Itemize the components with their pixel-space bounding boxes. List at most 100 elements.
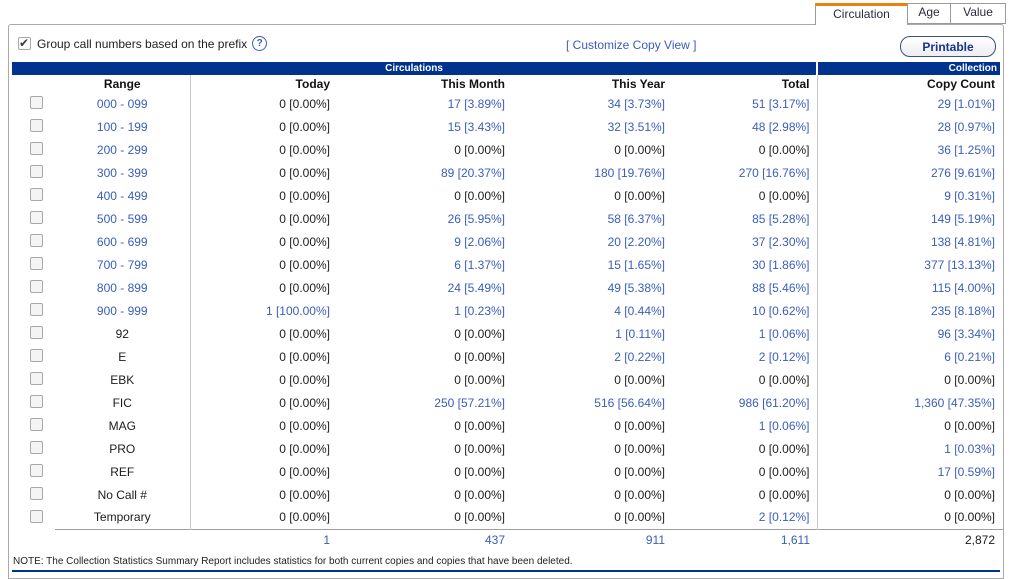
range-label[interactable]: 000 - 099 [55,92,190,115]
this-year-value[interactable]: 20 [2.20%] [505,230,665,253]
copy-count-value[interactable]: 138 [4.81%] [817,230,1003,253]
copy-count-value[interactable]: 235 [8.18%] [817,299,1003,322]
total-value[interactable]: 1 [0.06%] [665,414,817,437]
copy-count-value[interactable]: 29 [1.01%] [817,92,1003,115]
this-year-value[interactable]: 1 [0.11%] [505,322,665,345]
total-value: 0 [0.00%] [665,138,817,161]
range-label[interactable]: 100 - 199 [55,115,190,138]
range-label: E [55,345,190,368]
printable-button[interactable]: Printable [900,36,996,57]
total-value[interactable]: 10 [0.62%] [665,299,817,322]
total-value[interactable]: 85 [5.28%] [665,207,817,230]
report-tabs: Circulation Age Value [815,3,1006,25]
tab-age[interactable]: Age [907,3,951,24]
total-value[interactable]: 88 [5.46%] [665,276,817,299]
this-year-value[interactable]: 49 [5.38%] [505,276,665,299]
copy-count-value[interactable]: 1,360 [47.35%] [817,391,1003,414]
row-checkbox[interactable] [30,349,43,362]
customize-copy-view-link[interactable]: [ Customize Copy View ] [566,38,697,52]
row-checkbox[interactable] [30,418,43,431]
total-value[interactable]: 986 [61.20%] [665,391,817,414]
this-year-value[interactable]: 34 [3.73%] [505,92,665,115]
range-label[interactable]: 500 - 599 [55,207,190,230]
total-value[interactable]: 51 [3.17%] [665,92,817,115]
row-checkbox[interactable] [30,142,43,155]
copy-count-value[interactable]: 28 [0.97%] [817,115,1003,138]
group-by-prefix-toggle[interactable]: Group call numbers based on the prefix ? [18,36,267,51]
row-checkbox[interactable] [30,234,43,247]
group-by-prefix-checkbox[interactable] [18,37,31,50]
this-month-value[interactable]: 250 [57.21%] [330,391,505,414]
tab-circulation[interactable]: Circulation [815,3,908,25]
row-checkbox[interactable] [30,441,43,454]
row-checkbox[interactable] [30,326,43,339]
total-value[interactable]: 1 [0.06%] [665,322,817,345]
this-year-value: 0 [0.00%] [505,184,665,207]
this-month-value[interactable]: 6 [1.37%] [330,253,505,276]
today-value: 0 [0.00%] [190,115,330,138]
total-value[interactable]: 48 [2.98%] [665,115,817,138]
row-checkbox[interactable] [30,303,43,316]
today-value: 0 [0.00%] [190,391,330,414]
this-month-value[interactable]: 15 [3.43%] [330,115,505,138]
total-value[interactable]: 2 [0.12%] [665,345,817,368]
copy-count-value[interactable]: 36 [1.25%] [817,138,1003,161]
range-label: PRO [55,437,190,460]
copy-count-value[interactable]: 149 [5.19%] [817,207,1003,230]
row-checkbox[interactable] [30,372,43,385]
row-checkbox[interactable] [30,510,43,523]
column-header-range: Range [55,75,190,92]
copy-count-value[interactable]: 17 [0.59%] [817,460,1003,483]
this-year-value[interactable]: 15 [1.65%] [505,253,665,276]
this-month-value[interactable]: 9 [2.06%] [330,230,505,253]
copy-count-value[interactable]: 96 [3.34%] [817,322,1003,345]
this-year-value[interactable]: 32 [3.51%] [505,115,665,138]
this-month-value[interactable]: 89 [20.37%] [330,161,505,184]
total-value[interactable]: 270 [16.76%] [665,161,817,184]
this-year-value[interactable]: 516 [56.64%] [505,391,665,414]
row-checkbox[interactable] [30,188,43,201]
range-label[interactable]: 900 - 999 [55,299,190,322]
total-copy-count: 2,872 [817,529,1003,551]
this-month-value: 0 [0.00%] [330,368,505,391]
copy-count-value[interactable]: 115 [4.00%] [817,276,1003,299]
row-checkbox[interactable] [30,165,43,178]
range-label[interactable]: 800 - 899 [55,276,190,299]
row-checkbox[interactable] [30,211,43,224]
today-value: 0 [0.00%] [190,322,330,345]
range-label[interactable]: 300 - 399 [55,161,190,184]
row-checkbox[interactable] [30,464,43,477]
this-year-value[interactable]: 2 [0.22%] [505,345,665,368]
this-year-value[interactable]: 58 [6.37%] [505,207,665,230]
range-label[interactable]: 700 - 799 [55,253,190,276]
row-checkbox[interactable] [30,487,43,500]
row-checkbox[interactable] [30,96,43,109]
help-icon[interactable]: ? [252,36,267,51]
row-checkbox[interactable] [30,119,43,132]
row-checkbox[interactable] [30,257,43,270]
tab-value[interactable]: Value [950,3,1006,24]
total-value[interactable]: 2 [0.12%] [665,506,817,529]
total-value[interactable]: 37 [2.30%] [665,230,817,253]
copy-count-value[interactable]: 377 [13.13%] [817,253,1003,276]
copy-count-value[interactable]: 1 [0.03%] [817,437,1003,460]
copy-count-value[interactable]: 276 [9.61%] [817,161,1003,184]
this-year-value[interactable]: 4 [0.44%] [505,299,665,322]
copy-count-value[interactable]: 9 [0.31%] [817,184,1003,207]
this-month-value[interactable]: 24 [5.49%] [330,276,505,299]
total-value[interactable]: 30 [1.86%] [665,253,817,276]
row-checkbox[interactable] [30,280,43,293]
this-month-value[interactable]: 17 [3.89%] [330,92,505,115]
copy-count-value[interactable]: 6 [0.21%] [817,345,1003,368]
copy-count-value: 0 [0.00%] [817,483,1003,506]
this-month-value[interactable]: 26 [5.95%] [330,207,505,230]
row-checkbox[interactable] [30,395,43,408]
range-label[interactable]: 600 - 699 [55,230,190,253]
range-label[interactable]: 400 - 499 [55,184,190,207]
today-value[interactable]: 1 [100.00%] [190,299,330,322]
this-month-value[interactable]: 1 [0.23%] [330,299,505,322]
today-value: 0 [0.00%] [190,414,330,437]
range-label[interactable]: 200 - 299 [55,138,190,161]
this-year-value[interactable]: 180 [19.76%] [505,161,665,184]
table-row: 92 0 [0.00%] 0 [0.00%] 1 [0.11%] 1 [0.06… [9,322,1003,345]
